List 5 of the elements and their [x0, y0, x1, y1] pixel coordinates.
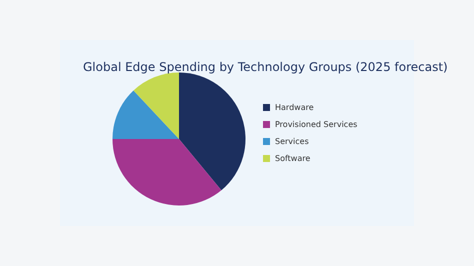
- chart-title: Global Edge Spending by Technology Groups (2025 forecast): [83, 60, 448, 74]
- legend-label: Hardware: [275, 103, 314, 112]
- legend-label: Software: [275, 154, 310, 163]
- legend-label: Services: [275, 137, 309, 146]
- legend-label: Provisioned Services: [275, 120, 358, 129]
